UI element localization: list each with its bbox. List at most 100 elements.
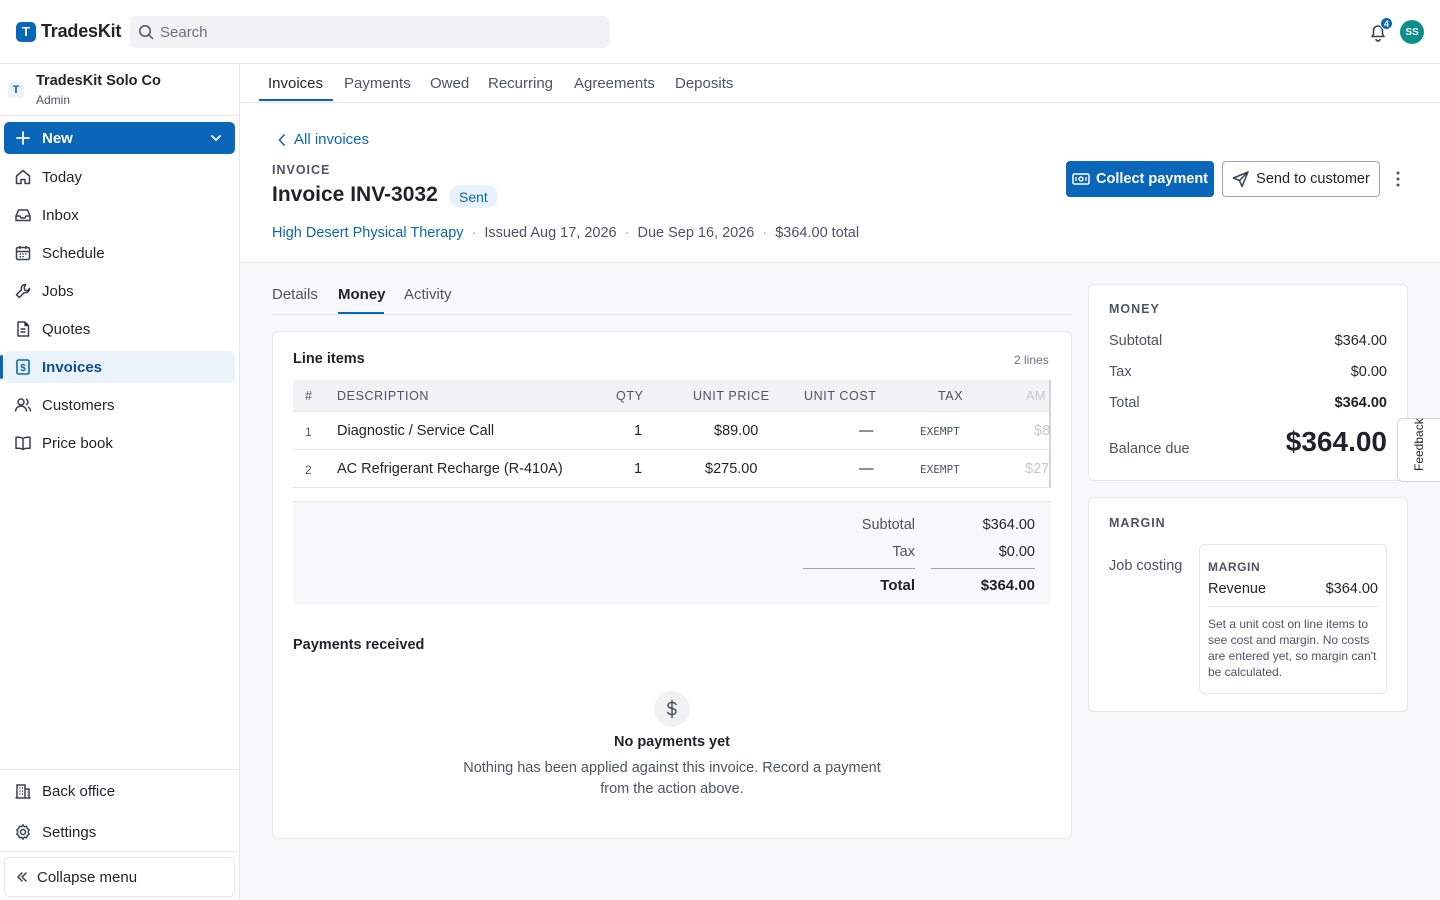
- sidebar-item-label: Schedule: [42, 244, 105, 262]
- payments-title: Payments received: [293, 637, 425, 653]
- row-unit-price: $89.00: [714, 423, 759, 439]
- table-scrollbar[interactable]: [1049, 380, 1051, 488]
- top-bar: T TradesKit: [0, 0, 1440, 64]
- margin-inner-title: MARGIN: [1208, 560, 1261, 574]
- tab-money[interactable]: Money: [338, 286, 386, 303]
- invoice-total: $364.00 total: [775, 225, 860, 241]
- feedback-tab[interactable]: Feedback: [1397, 418, 1440, 482]
- revenue-value: $364.00: [1325, 581, 1378, 597]
- sidebar-item-schedule[interactable]: Schedule: [4, 237, 235, 269]
- new-button-label: New: [42, 129, 73, 147]
- sidebar-item-label: Invoices: [42, 358, 103, 376]
- balance-due-label: Balance due: [1109, 441, 1190, 457]
- row-number: 2: [305, 463, 312, 477]
- sidebar-item-customers[interactable]: Customers: [4, 389, 235, 421]
- sidebar-item-jobs[interactable]: Jobs: [4, 275, 235, 307]
- column-header: QTY: [616, 389, 644, 403]
- margin-summary-box: [1199, 544, 1387, 694]
- user-avatar[interactable]: SS: [1400, 20, 1424, 44]
- row-amount: $27: [1025, 461, 1050, 477]
- sidebar-item-quotes[interactable]: Quotes: [4, 313, 235, 345]
- money-subtotal-value: $364.00: [1334, 333, 1387, 349]
- totals-panel: [293, 501, 1051, 605]
- more-options-icon[interactable]: [1390, 170, 1406, 188]
- sidebar-item-invoices[interactable]: $ Invoices: [0, 351, 235, 383]
- back-link[interactable]: All invoices: [278, 131, 369, 148]
- row-qty: 1: [634, 423, 643, 439]
- tab-details[interactable]: Details: [272, 286, 318, 303]
- empty-state-text: Nothing has been applied against this in…: [463, 760, 881, 797]
- send-to-customer-button[interactable]: Send to customer: [1222, 161, 1380, 197]
- tab-deposits[interactable]: Deposits: [675, 75, 734, 92]
- separator: ·: [762, 225, 768, 241]
- row-number: 1: [305, 425, 312, 439]
- section-tabs: Invoices Payments Owed Recurring Agreeme…: [240, 64, 1440, 103]
- tab-agreements[interactable]: Agreements: [574, 75, 655, 92]
- collect-payment-button[interactable]: Collect payment: [1066, 161, 1214, 197]
- sidebar-item-settings[interactable]: Settings: [4, 816, 235, 848]
- margin-note: Set a unit cost on line items to see cos…: [1208, 617, 1377, 679]
- money-title: MONEY: [1109, 302, 1160, 316]
- double-chevron-left-icon: [15, 870, 29, 884]
- tab-activity[interactable]: Activity: [404, 286, 452, 303]
- app-logo[interactable]: T TradesKit: [16, 21, 121, 42]
- tab-payments[interactable]: Payments: [344, 75, 411, 92]
- tab-invoices[interactable]: Invoices: [268, 75, 324, 92]
- svg-text:$: $: [20, 363, 26, 374]
- row-unit-cost: —: [859, 461, 874, 477]
- tabs-divider: [272, 314, 1072, 315]
- due-date: Due Sep 16, 2026: [637, 225, 755, 241]
- search-icon: [138, 24, 154, 40]
- total-value: $364.00: [980, 577, 1035, 594]
- table-row[interactable]: 1 Diagnostic / Service Call 1 $89.00 — E…: [293, 412, 1051, 450]
- money-tax-label: Tax: [1109, 364, 1132, 380]
- total-rule: [803, 568, 915, 569]
- column-header: UNIT COST: [804, 389, 877, 403]
- column-header: UNIT PRICE: [693, 389, 770, 403]
- sidebar-item-price-book[interactable]: Price book: [4, 427, 235, 459]
- money-card: [1088, 284, 1408, 481]
- logo-name: TradesKit: [41, 21, 122, 41]
- search-bar[interactable]: [130, 16, 610, 48]
- chevron-down-icon[interactable]: [209, 131, 223, 145]
- wrench-icon: [14, 282, 32, 300]
- notification-count-badge: 4: [1380, 17, 1393, 30]
- column-header: AM: [1026, 389, 1046, 403]
- sidebar-divider: [0, 851, 239, 852]
- line-items-table[interactable]: # DESCRIPTION QTY UNIT PRICE UNIT COST T…: [293, 380, 1051, 488]
- table-row[interactable]: 2 AC Refrigerant Recharge (R-410A) 1 $27…: [293, 450, 1051, 488]
- sidebar-item-label: Inbox: [42, 206, 79, 224]
- new-button[interactable]: New: [4, 122, 235, 154]
- send-to-customer-label: Send to customer: [1256, 171, 1370, 187]
- document-icon: [14, 320, 32, 338]
- org-switcher[interactable]: T TradesKit Solo Co Admin: [0, 64, 239, 116]
- revenue-label: Revenue: [1208, 581, 1267, 597]
- total-rule: [931, 568, 1035, 569]
- search-input[interactable]: [160, 23, 580, 41]
- bell-icon[interactable]: [1367, 21, 1389, 43]
- row-amount: $8: [1034, 423, 1051, 439]
- inbox-icon: [14, 206, 32, 224]
- sidebar-item-inbox[interactable]: Inbox: [4, 199, 235, 231]
- back-office-label: Back office: [42, 782, 116, 800]
- line-items-count: 2 lines: [1014, 353, 1049, 367]
- tax-value: $0.00: [998, 544, 1035, 560]
- sidebar-item-back-office[interactable]: Back office: [4, 775, 235, 807]
- margin-title: MARGIN: [1109, 516, 1166, 530]
- sidebar-item-label: Customers: [42, 396, 115, 414]
- issued-date: Issued Aug 17, 2026: [484, 225, 617, 241]
- customer-link[interactable]: High Desert Physical Therapy: [272, 225, 464, 241]
- row-tax: EXEMPT: [920, 463, 960, 476]
- money-total-label: Total: [1109, 395, 1140, 411]
- row-description: AC Refrigerant Recharge (R-410A): [337, 461, 563, 477]
- back-link-label: All invoices: [294, 131, 370, 148]
- money-total-value: $364.00: [1334, 395, 1387, 411]
- home-icon: [14, 168, 32, 186]
- column-header: TAX: [938, 389, 964, 403]
- tab-owed[interactable]: Owed: [430, 75, 470, 92]
- cash-icon: [1072, 172, 1090, 186]
- collapse-menu-button[interactable]: Collapse menu: [4, 857, 235, 897]
- sidebar-item-today[interactable]: Today: [4, 161, 235, 193]
- tab-recurring[interactable]: Recurring: [488, 75, 554, 92]
- separator: ·: [471, 225, 477, 241]
